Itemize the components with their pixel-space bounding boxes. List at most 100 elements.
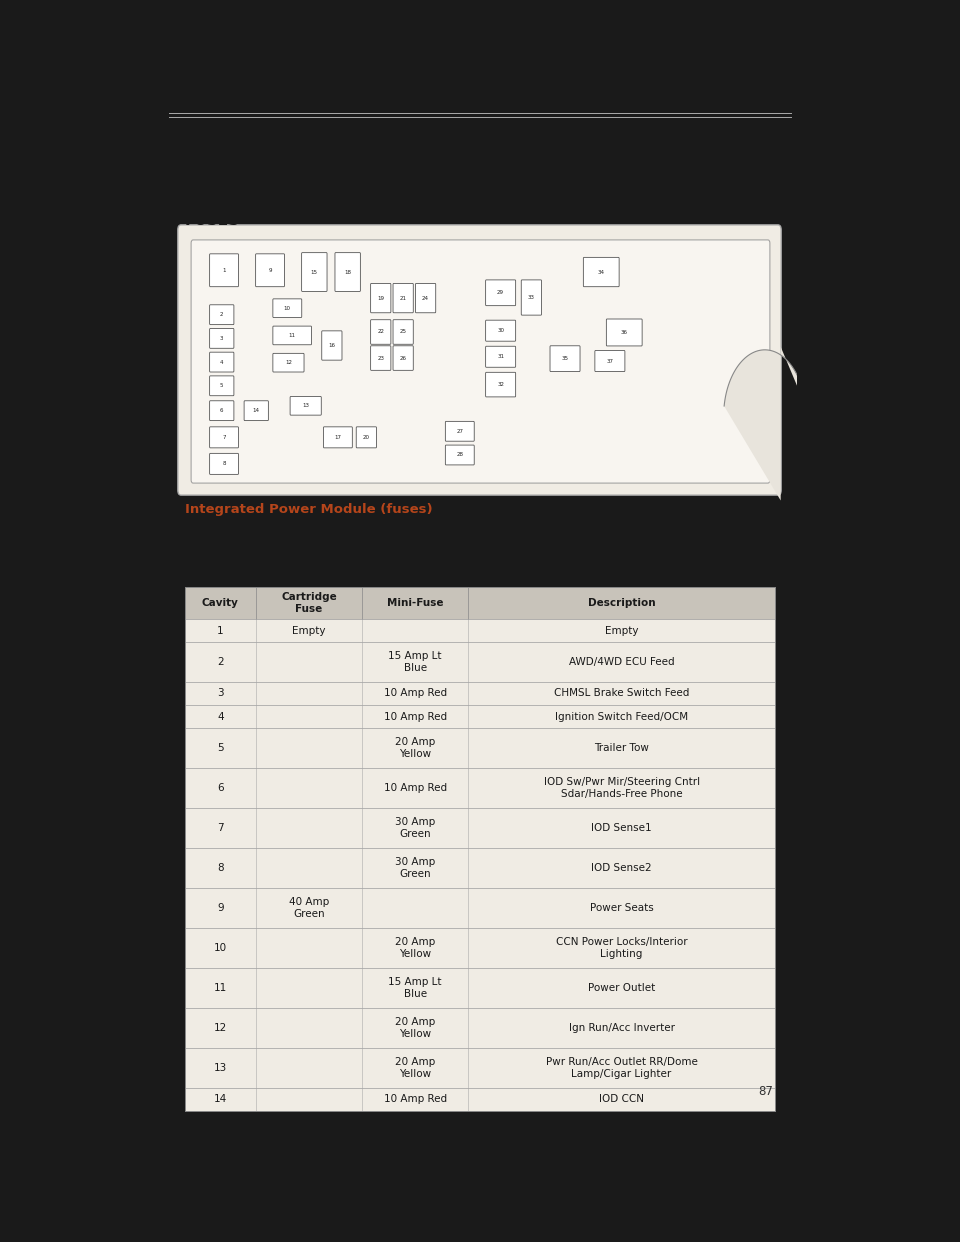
Text: 32: 32 (497, 383, 504, 388)
Text: 10 Amp Red: 10 Amp Red (384, 688, 446, 698)
Text: 10 Amp Red: 10 Amp Red (384, 1094, 446, 1104)
FancyBboxPatch shape (550, 345, 580, 371)
Text: IOD Sense2: IOD Sense2 (591, 863, 652, 873)
Text: 1: 1 (223, 268, 226, 273)
FancyBboxPatch shape (209, 401, 234, 421)
Text: 27: 27 (456, 428, 464, 433)
Text: 7: 7 (223, 435, 226, 440)
Text: 33: 33 (528, 296, 535, 301)
FancyBboxPatch shape (486, 373, 516, 397)
Text: Blue: Blue (403, 663, 426, 673)
Text: IOD Sense1: IOD Sense1 (591, 823, 652, 833)
FancyBboxPatch shape (521, 279, 541, 315)
Bar (185, 888, 775, 928)
Bar (185, 728, 775, 768)
Text: 14: 14 (252, 409, 260, 414)
FancyBboxPatch shape (244, 401, 269, 421)
Text: Green: Green (399, 868, 431, 878)
Text: 16: 16 (328, 343, 335, 348)
FancyBboxPatch shape (178, 225, 781, 496)
FancyBboxPatch shape (209, 427, 238, 448)
FancyBboxPatch shape (209, 376, 234, 396)
Text: 10 Amp Red: 10 Amp Red (384, 782, 446, 792)
Text: Blue: Blue (403, 989, 426, 999)
Text: CHMSL Brake Switch Feed: CHMSL Brake Switch Feed (554, 688, 689, 698)
FancyBboxPatch shape (371, 283, 391, 313)
FancyBboxPatch shape (486, 347, 516, 368)
Text: Empty: Empty (605, 626, 638, 636)
Text: Green: Green (399, 828, 431, 838)
Text: cartridge fuses and mini-fuses.: cartridge fuses and mini-fuses. (207, 556, 376, 568)
FancyBboxPatch shape (255, 253, 284, 287)
Bar (185, 928, 775, 968)
Text: 8: 8 (217, 863, 224, 873)
Bar (185, 968, 775, 1009)
Text: 14: 14 (214, 1094, 227, 1104)
Text: 19: 19 (377, 296, 384, 301)
Text: •: • (191, 527, 198, 537)
Text: 31: 31 (497, 354, 504, 359)
Bar (185, 809, 775, 848)
Bar (185, 768, 775, 809)
Text: 8: 8 (223, 461, 226, 467)
FancyBboxPatch shape (191, 240, 770, 483)
Bar (185, 1088, 775, 1112)
FancyBboxPatch shape (584, 257, 619, 287)
Text: 29: 29 (497, 291, 504, 296)
Text: Lighting: Lighting (600, 949, 643, 959)
Text: 10 Amp Red: 10 Amp Red (384, 712, 446, 722)
Text: 5: 5 (217, 743, 224, 753)
Text: FUSES: FUSES (185, 212, 240, 229)
FancyBboxPatch shape (322, 330, 342, 360)
Text: 6: 6 (220, 409, 224, 414)
Bar (185, 1009, 775, 1048)
Text: Integrated Power Module (fuses): Integrated Power Module (fuses) (185, 503, 433, 515)
Text: CCN Power Locks/Interior: CCN Power Locks/Interior (556, 938, 687, 948)
FancyBboxPatch shape (273, 327, 311, 345)
Text: 26: 26 (399, 355, 407, 360)
Text: 7: 7 (217, 823, 224, 833)
Text: IOD CCN: IOD CCN (599, 1094, 644, 1104)
Text: Yellow: Yellow (399, 1028, 431, 1038)
FancyBboxPatch shape (356, 427, 376, 448)
Text: 23: 23 (377, 355, 384, 360)
Text: 11: 11 (214, 982, 227, 994)
Text: Ign Run/Acc Inverter: Ign Run/Acc Inverter (568, 1023, 675, 1033)
Text: 6: 6 (217, 782, 224, 792)
Text: 24: 24 (422, 296, 429, 301)
Text: 34: 34 (598, 270, 605, 274)
Text: 36: 36 (621, 330, 628, 335)
Text: 4: 4 (217, 712, 224, 722)
Text: Trailer Tow: Trailer Tow (594, 743, 649, 753)
Text: 25: 25 (399, 329, 407, 334)
Text: MAINTAINING YOUR VEHICLE: MAINTAINING YOUR VEHICLE (281, 147, 679, 174)
FancyBboxPatch shape (273, 299, 301, 318)
FancyBboxPatch shape (371, 319, 391, 344)
Bar (185, 848, 775, 888)
Text: 9: 9 (217, 903, 224, 913)
Text: 1: 1 (217, 626, 224, 636)
Text: 20 Amp: 20 Amp (395, 1057, 435, 1067)
Text: 21: 21 (399, 296, 407, 301)
Text: Empty: Empty (292, 626, 325, 636)
Text: 40 Amp: 40 Amp (289, 898, 329, 908)
Text: Lamp/Cigar Lighter: Lamp/Cigar Lighter (571, 1068, 672, 1078)
Text: 9: 9 (268, 268, 272, 273)
Text: Green: Green (293, 909, 324, 919)
Text: Cartridge
Fuse: Cartridge Fuse (281, 592, 337, 614)
Text: 3: 3 (220, 335, 224, 340)
FancyBboxPatch shape (324, 427, 352, 448)
Text: 20 Amp: 20 Amp (395, 1017, 435, 1027)
Bar (185, 619, 775, 642)
FancyBboxPatch shape (301, 252, 327, 292)
FancyBboxPatch shape (371, 345, 391, 370)
Bar (185, 587, 775, 619)
Text: 12: 12 (214, 1023, 227, 1033)
Text: 15 Amp Lt: 15 Amp Lt (389, 651, 442, 661)
Text: Description: Description (588, 597, 656, 609)
FancyBboxPatch shape (209, 304, 234, 324)
Text: 4: 4 (220, 360, 224, 365)
Text: Yellow: Yellow (399, 1068, 431, 1078)
Text: 15 Amp Lt: 15 Amp Lt (389, 977, 442, 987)
FancyBboxPatch shape (607, 319, 642, 347)
